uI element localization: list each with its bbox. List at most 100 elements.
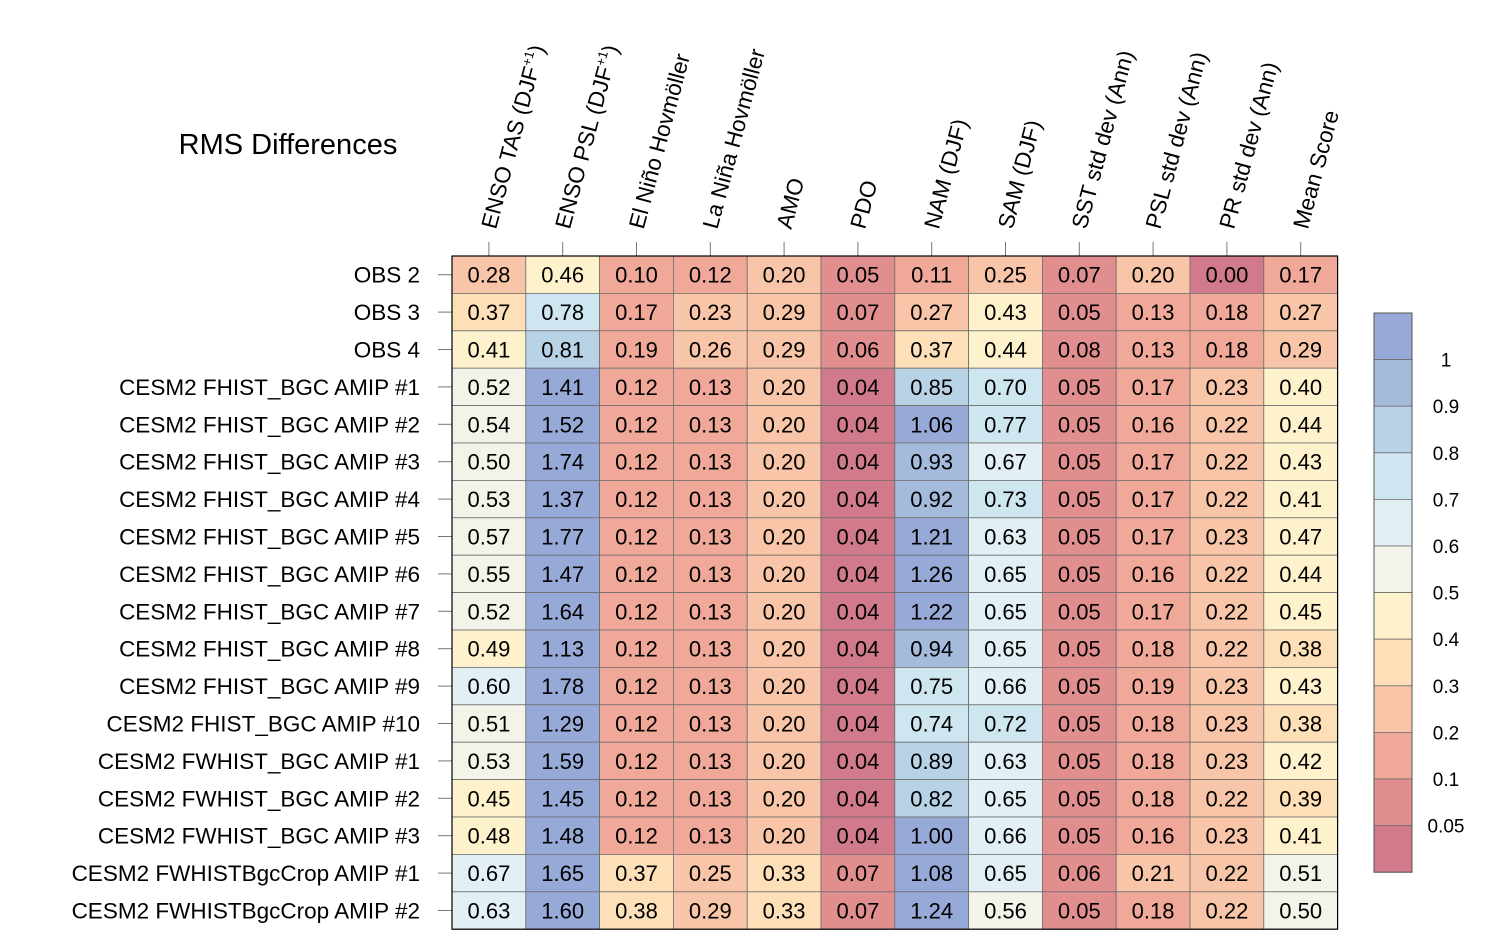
cell-value: 0.04 (836, 637, 879, 662)
cell-value: 0.13 (689, 637, 732, 662)
cell-value: 0.22 (1205, 487, 1248, 512)
heatmap-cell (746, 629, 822, 668)
heatmap-cell (968, 667, 1043, 706)
column-label-text: La Niña Hovmöller (698, 46, 770, 232)
cell-value: 0.51 (1279, 861, 1322, 886)
heatmap-cell (1042, 741, 1117, 781)
colorbar-label: 0.8 (1433, 444, 1459, 465)
column-label: NAM (DJF) (919, 116, 972, 231)
heatmap-cell (599, 741, 674, 781)
cell-value: 0.12 (615, 525, 658, 550)
heatmap-cell (894, 704, 969, 743)
cell-value: 0.81 (541, 338, 584, 363)
heatmap-cell (673, 554, 748, 594)
heatmap-cell (1115, 891, 1191, 930)
cell-value: 0.22 (1205, 899, 1248, 924)
cell-value: 0.41 (1279, 824, 1322, 849)
heatmap-cell (1115, 517, 1191, 556)
cell-value: 0.18 (1132, 899, 1175, 924)
cell-value: 0.17 (1279, 263, 1322, 288)
cell-value: 0.05 (1058, 899, 1101, 924)
cell-value: 0.20 (763, 487, 806, 512)
cell-value: 0.65 (984, 861, 1027, 886)
cell-value: 0.10 (615, 263, 658, 288)
cell-value: 0.05 (1058, 674, 1101, 699)
colorbar-bin (1373, 405, 1413, 454)
heatmap-cell (1042, 667, 1117, 706)
cell-value: 0.07 (1058, 263, 1101, 288)
heatmap-cell (820, 779, 896, 818)
cell-value: 0.04 (836, 562, 879, 587)
cell-value: 0.13 (689, 487, 732, 512)
colorbar-label: 0.4 (1433, 630, 1460, 651)
cell-value: 0.29 (763, 300, 806, 325)
heatmap-cell (599, 779, 674, 818)
cell-value: 0.06 (836, 338, 879, 363)
column-label-text: NAM (DJF) (919, 116, 972, 231)
colorbar-label: 0.1 (1433, 770, 1459, 791)
cell-value: 0.12 (615, 674, 658, 699)
cell-value: 0.29 (763, 338, 806, 363)
cell-value: 0.20 (1132, 263, 1175, 288)
row-label: CESM2 FWHISTBgcCrop AMIP #2 (72, 899, 420, 924)
colorbar-label: 0.6 (1433, 537, 1459, 558)
heatmap-cell (894, 405, 969, 444)
cell-value: 0.13 (689, 450, 732, 475)
cell-value: 0.13 (1132, 300, 1175, 325)
heatmap-cell (1263, 891, 1339, 930)
column-label: La Niña Hovmöller (698, 46, 770, 232)
heatmap-cell (1189, 292, 1265, 332)
cell-value: 1.00 (910, 824, 953, 849)
cell-value: 0.75 (910, 674, 953, 699)
cell-value: 0.22 (1205, 412, 1248, 437)
heatmap-cell (820, 854, 896, 893)
heatmap-cell (1189, 405, 1265, 444)
cell-value: 1.41 (541, 375, 584, 400)
cell-value: 0.18 (1132, 712, 1175, 737)
cell-value: 0.19 (1132, 674, 1175, 699)
cell-value: 0.55 (467, 562, 510, 587)
row-label: CESM2 FHIST_BGC AMIP #10 (107, 712, 420, 737)
cell-value: 0.20 (763, 749, 806, 774)
cell-value: 0.23 (689, 300, 732, 325)
cell-value: 0.23 (1205, 674, 1248, 699)
cell-value: 0.41 (467, 338, 510, 363)
cell-value: 0.56 (984, 899, 1027, 924)
cell-value: 0.05 (1058, 712, 1101, 737)
heatmap-cell (599, 517, 674, 556)
heatmap-cell (746, 667, 822, 706)
cell-value: 0.05 (1058, 599, 1101, 624)
cell-value: 0.12 (615, 786, 658, 811)
column-ticks (488, 242, 1302, 256)
cell-value: 0.21 (1132, 861, 1175, 886)
heatmap-cell (1115, 330, 1191, 369)
heatmap-cell (1042, 367, 1117, 407)
cell-value: 0.20 (763, 375, 806, 400)
cell-value: 0.53 (467, 487, 510, 512)
heatmap-cell (1042, 816, 1117, 855)
cell-value: 0.12 (615, 562, 658, 587)
heatmap-cell (1263, 854, 1339, 893)
cell-value: 0.20 (763, 599, 806, 624)
cell-value: 0.20 (763, 263, 806, 288)
column-label: El Niño Hovmöller (624, 50, 695, 231)
heatmap-cell (525, 367, 600, 407)
row-label: CESM2 FWHISTBgcCrop AMIP #1 (72, 861, 420, 886)
heatmap-cell (525, 629, 600, 668)
cell-value: 0.22 (1205, 599, 1248, 624)
heatmap-cell (1042, 330, 1117, 369)
heatmap-cell (1263, 405, 1339, 444)
cell-value: 0.63 (467, 899, 510, 924)
cell-value: 0.49 (467, 637, 510, 662)
heatmap-cell (894, 479, 969, 519)
heatmap-cell (894, 255, 969, 294)
heatmap-cell (599, 292, 674, 332)
cell-value: 0.20 (763, 712, 806, 737)
cell-value: 1.24 (910, 899, 953, 924)
cell-value: 0.63 (984, 525, 1027, 550)
cell-value: 0.17 (615, 300, 658, 325)
cell-value: 0.38 (1279, 712, 1322, 737)
heatmap-cell (746, 255, 822, 294)
heatmap-cell (1042, 779, 1117, 818)
heatmap-cell (1115, 405, 1191, 444)
